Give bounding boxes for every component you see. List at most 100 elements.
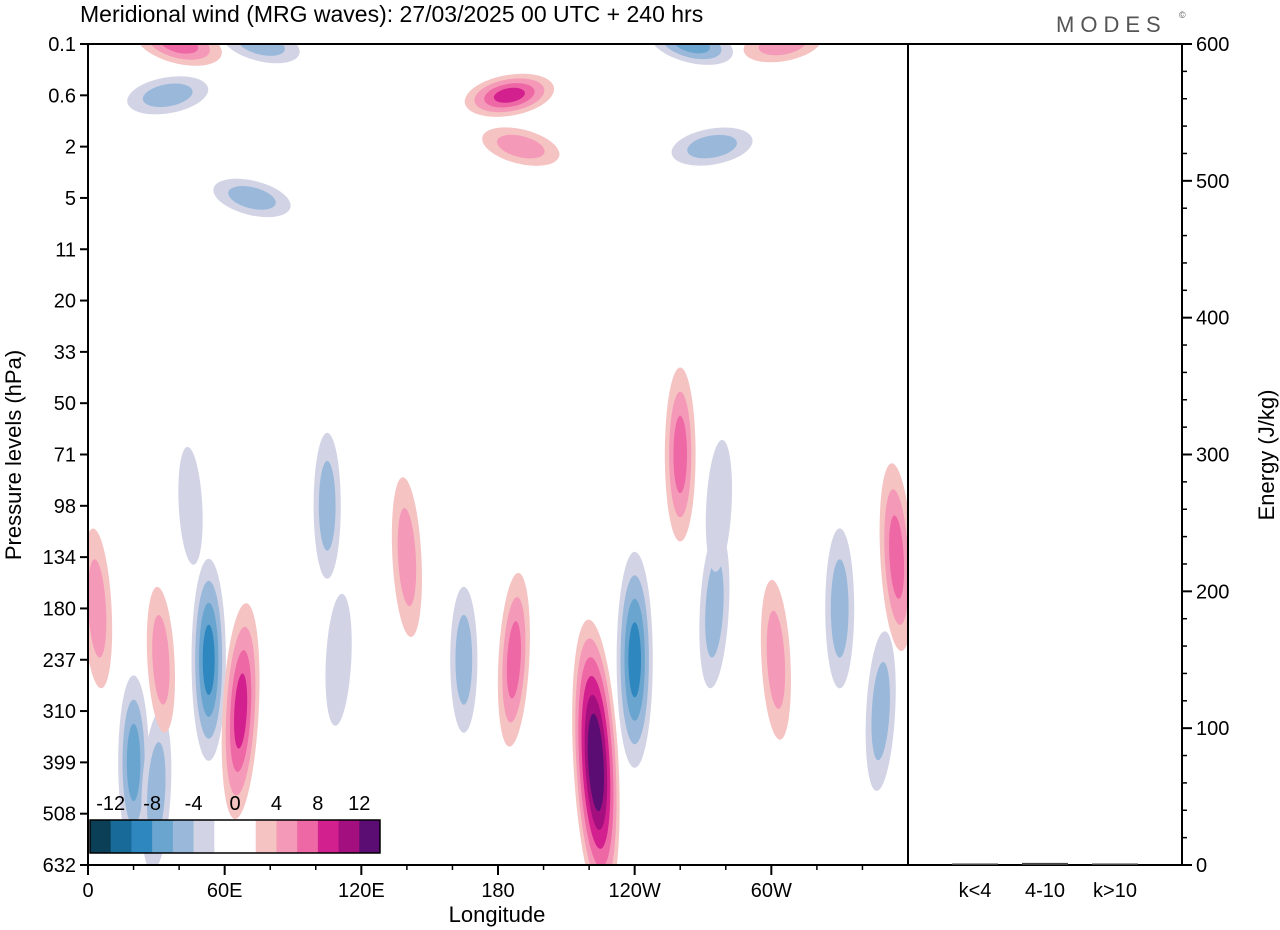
contour-band xyxy=(705,559,724,658)
y-tick-label: 508 xyxy=(43,804,76,826)
wind-anomaly-feature xyxy=(213,178,291,218)
x-tick-label: 120W xyxy=(609,880,661,902)
brand-logo: MODES xyxy=(1056,12,1167,37)
energy-tick-label: 100 xyxy=(1196,718,1229,740)
wind-anomaly-feature xyxy=(178,446,203,565)
contour-band xyxy=(506,621,521,699)
y-tick-label: 0.6 xyxy=(48,85,76,107)
chart-title: Meridional wind (MRG waves): 27/03/2025 … xyxy=(80,1,703,27)
colorbar-swatch xyxy=(297,820,319,853)
wind-anomaly-feature xyxy=(464,73,555,117)
contour-band xyxy=(318,460,336,551)
energy-bar xyxy=(1022,862,1068,865)
energy-panel-frame xyxy=(907,43,1183,866)
contour-band xyxy=(705,439,733,572)
contour-band xyxy=(496,134,545,159)
wind-anomaly-feature xyxy=(221,603,260,819)
colorbar-label: -12 xyxy=(96,793,125,815)
contour-band xyxy=(830,559,849,658)
energy-category-label: k>10 xyxy=(1093,880,1137,902)
x-tick-label: 0 xyxy=(82,880,93,902)
y-tick-label: 50 xyxy=(54,393,76,415)
y-axis: 0.1 0.6 2 5 11 20 33 50 71 98 134 180 237 310 399 508 63… xyxy=(43,34,88,877)
colorbar-label: 8 xyxy=(312,793,323,815)
contour-band xyxy=(493,87,525,103)
contour-band xyxy=(234,673,248,749)
energy-axis: 0 100 200 300 400 500 600 xyxy=(1182,34,1229,877)
contour-band xyxy=(202,624,215,695)
contour-band xyxy=(687,134,737,159)
contour-band xyxy=(871,661,890,761)
y-tick-label: 20 xyxy=(54,291,76,313)
wind-anomaly-feature xyxy=(705,439,733,572)
colorbar-label: -4 xyxy=(185,793,203,815)
wind-anomaly-feature xyxy=(146,586,176,733)
contour-band xyxy=(152,614,170,705)
colorbar-label: 0 xyxy=(229,793,240,815)
colorbar-swatch xyxy=(172,820,195,853)
energy-tick-label: 0 xyxy=(1196,855,1207,877)
wind-anomaly-feature xyxy=(616,551,653,768)
wind-anomaly-feature xyxy=(760,579,791,740)
wind-anomaly-feature xyxy=(482,127,560,166)
wind-anomaly-feature xyxy=(825,528,855,689)
x-tick-label: 120E xyxy=(338,880,385,902)
contour-band xyxy=(178,446,203,565)
contour-band xyxy=(147,742,166,841)
x-axis: 0 60E 120E 180 120W 60W xyxy=(82,865,864,902)
energy-tick-label: 400 xyxy=(1196,308,1229,330)
colorbar-swatch xyxy=(214,820,236,853)
wind-anomaly-feature xyxy=(497,572,530,747)
contour-band xyxy=(743,44,822,63)
colorbar-swatch xyxy=(90,820,112,853)
contour-band xyxy=(590,732,601,793)
colorbar-swatch xyxy=(193,820,215,853)
y-tick-label: 71 xyxy=(54,445,76,467)
colorbar-swatch xyxy=(317,820,340,853)
y-tick-label: 399 xyxy=(43,752,76,774)
wind-anomaly-feature xyxy=(671,127,753,166)
contour-band xyxy=(455,614,473,705)
y-tick-label: 632 xyxy=(43,855,76,877)
contour-band xyxy=(766,610,786,709)
y-tick-label: 134 xyxy=(43,547,76,569)
energy-tick-label: 600 xyxy=(1196,34,1229,56)
contour-band xyxy=(126,723,141,802)
colorbar-swatch xyxy=(359,820,381,853)
colorbar: -12 -8 -4 0 4 8 12 xyxy=(89,793,381,854)
y-tick-label: 237 xyxy=(43,650,76,672)
energy-tick-label: 200 xyxy=(1196,581,1229,603)
colorbar-swatch xyxy=(152,820,174,853)
wind-anomaly-feature xyxy=(191,558,226,761)
colorbar-swatch xyxy=(338,820,360,853)
colorbar-label: -8 xyxy=(143,793,161,815)
y-tick-label: 11 xyxy=(55,239,76,261)
y-tick-label: 0.1 xyxy=(48,34,76,56)
colorbar-frame xyxy=(89,819,381,854)
energy-bar xyxy=(1092,863,1138,865)
contour-band xyxy=(628,622,641,698)
contour-band xyxy=(228,186,276,210)
contour-band xyxy=(673,415,687,494)
contour-band xyxy=(397,507,417,607)
y-tick-label: 98 xyxy=(54,496,76,518)
colorbar-swatch xyxy=(131,820,153,853)
wind-anomaly-feature xyxy=(88,528,113,689)
contour-band xyxy=(889,515,905,599)
y-tick-label: 310 xyxy=(43,701,76,723)
energy-axis-label: Energy (J/kg) xyxy=(1254,390,1279,521)
wind-anomaly-feature xyxy=(127,76,209,115)
wind-anomaly-feature xyxy=(865,631,896,791)
x-tick-label: 180 xyxy=(481,880,514,902)
wind-anomaly-feature xyxy=(325,593,352,726)
contour-band xyxy=(88,559,107,658)
wind-anomaly-feature xyxy=(313,432,341,579)
y-tick-label: 180 xyxy=(43,598,76,620)
contour-band xyxy=(325,593,352,726)
wind-anomaly-feature xyxy=(136,44,222,66)
x-axis-label: Longitude xyxy=(449,902,546,927)
contour-band xyxy=(142,83,193,108)
energy-category-label: k<4 xyxy=(959,880,992,902)
y-tick-label: 33 xyxy=(54,342,76,364)
